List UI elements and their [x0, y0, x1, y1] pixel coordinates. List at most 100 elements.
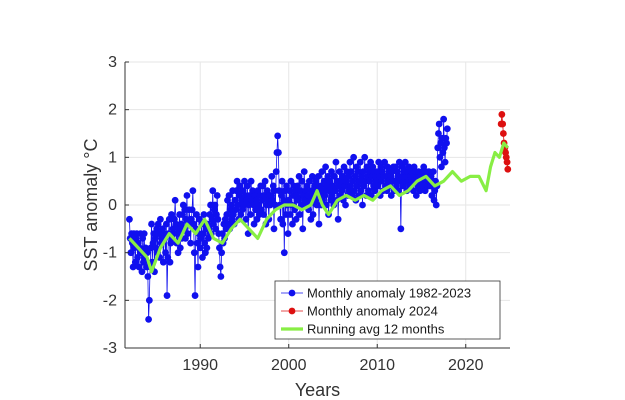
x-tick-label: 2020 — [448, 357, 484, 374]
data-point-monthly-1982-2023 — [432, 201, 440, 209]
data-point-monthly-1982-2023 — [216, 263, 224, 271]
x-tick-label: 1990 — [182, 357, 218, 374]
data-point-monthly-1982-2023 — [196, 244, 204, 252]
data-point-monthly-1982-2023 — [332, 158, 340, 166]
data-point-monthly-1982-2023 — [211, 201, 219, 209]
y-tick-label: -1 — [103, 245, 117, 262]
data-point-monthly-1982-2023 — [200, 211, 208, 218]
data-point-monthly-1982-2023 — [159, 258, 167, 266]
data-point-monthly-1982-2023 — [261, 177, 269, 185]
data-point-monthly-2024 — [503, 158, 511, 166]
data-point-monthly-1982-2023 — [299, 225, 307, 233]
data-point-monthly-1982-2023 — [134, 254, 141, 261]
data-point-monthly-1982-2023 — [163, 292, 171, 299]
data-point-monthly-1982-2023 — [286, 187, 293, 195]
y-tick-label: -2 — [103, 292, 117, 309]
legend-swatch-marker — [288, 289, 296, 297]
data-point-monthly-1982-2023 — [234, 201, 242, 209]
data-point-monthly-1982-2023 — [227, 201, 235, 209]
data-point-monthly-1982-2023 — [331, 187, 339, 195]
data-point-monthly-1982-2023 — [412, 192, 420, 199]
data-point-monthly-1982-2023 — [194, 263, 202, 271]
data-point-monthly-1982-2023 — [225, 192, 233, 199]
legend-swatch-marker — [288, 307, 296, 315]
data-point-monthly-1982-2023 — [176, 244, 184, 252]
data-point-monthly-1982-2023 — [144, 273, 152, 280]
data-point-monthly-1982-2023 — [126, 215, 133, 223]
y-tick-label: 0 — [108, 197, 117, 214]
data-point-monthly-1982-2023 — [346, 158, 354, 166]
data-point-monthly-1982-2023 — [275, 149, 282, 156]
data-point-monthly-1982-2023 — [166, 258, 174, 266]
data-point-monthly-1982-2023 — [171, 196, 179, 204]
data-point-monthly-1982-2023 — [223, 211, 231, 218]
data-point-monthly-1982-2023 — [374, 182, 382, 190]
legend-label: Monthly anomaly 2024 — [307, 304, 438, 319]
tick-labels: -3 -2 -1 0 1 2 3 1990 2000 2010 2020 — [103, 54, 484, 374]
y-tick-label: 2 — [108, 102, 117, 119]
data-point-monthly-1982-2023 — [354, 168, 362, 176]
x-axis-label: Years — [295, 380, 340, 400]
data-point-monthly-1982-2023 — [157, 215, 164, 223]
legend-box — [274, 280, 501, 340]
legend-label: Running avg 12 months — [307, 322, 445, 337]
data-point-monthly-1982-2023 — [260, 211, 268, 218]
data-point-monthly-1982-2023 — [270, 225, 278, 233]
data-point-monthly-1982-2023 — [435, 130, 442, 137]
x-tick-label: 2010 — [359, 357, 395, 374]
data-point-monthly-1982-2023 — [203, 244, 211, 252]
data-point-monthly-1982-2023 — [356, 158, 364, 166]
data-point-monthly-1982-2023 — [342, 201, 349, 209]
data-point-monthly-1982-2023 — [247, 177, 255, 185]
data-point-monthly-1982-2023 — [183, 192, 191, 199]
data-point-monthly-1982-2023 — [284, 230, 292, 238]
data-point-monthly-1982-2023 — [244, 182, 251, 190]
data-point-monthly-1982-2023 — [348, 168, 355, 176]
y-tick-label: -3 — [103, 340, 117, 357]
data-point-monthly-1982-2023 — [145, 296, 153, 304]
data-point-monthly-1982-2023 — [213, 192, 221, 199]
data-point-monthly-1982-2023 — [440, 115, 448, 123]
data-point-monthly-1982-2023 — [274, 132, 282, 140]
data-point-monthly-1982-2023 — [309, 211, 317, 218]
data-point-monthly-1982-2023 — [286, 211, 294, 218]
data-point-monthly-1982-2023 — [401, 158, 409, 166]
data-point-monthly-1982-2023 — [350, 153, 358, 161]
data-point-monthly-1982-2023 — [145, 316, 153, 323]
series-layer — [126, 111, 512, 323]
data-point-monthly-1982-2023 — [397, 225, 405, 233]
data-point-monthly-2024 — [498, 111, 506, 118]
data-point-monthly-1982-2023 — [280, 249, 288, 257]
data-point-monthly-1982-2023 — [321, 192, 329, 199]
data-point-monthly-1982-2023 — [289, 220, 296, 228]
data-point-monthly-1982-2023 — [151, 234, 159, 242]
data-point-monthly-1982-2023 — [359, 168, 367, 176]
legend-item-running-avg: Running avg 12 months — [281, 322, 445, 337]
data-point-monthly-1982-2023 — [242, 215, 250, 223]
data-point-monthly-1982-2023 — [184, 230, 192, 238]
data-point-monthly-1982-2023 — [209, 187, 217, 195]
data-point-monthly-1982-2023 — [318, 168, 326, 176]
data-point-monthly-1982-2023 — [443, 125, 451, 133]
axes — [124, 61, 510, 349]
data-point-monthly-1982-2023 — [308, 173, 316, 180]
data-point-monthly-1982-2023 — [272, 168, 280, 176]
data-point-monthly-1982-2023 — [429, 168, 437, 176]
data-point-monthly-1982-2023 — [339, 173, 346, 180]
x-tick-label: 2000 — [271, 357, 307, 374]
series-line-running-avg — [128, 141, 510, 274]
data-point-monthly-1982-2023 — [438, 163, 445, 171]
data-point-monthly-1982-2023 — [217, 273, 225, 280]
data-point-monthly-1982-2023 — [246, 211, 254, 218]
data-point-monthly-1982-2023 — [314, 173, 322, 180]
data-point-monthly-1982-2023 — [435, 120, 443, 128]
data-point-monthly-1982-2023 — [191, 292, 199, 299]
data-point-monthly-1982-2023 — [334, 215, 342, 223]
data-point-monthly-1982-2023 — [359, 201, 366, 209]
data-point-monthly-1982-2023 — [361, 153, 369, 161]
legend-item-monthly-2024: Monthly anomaly 2024 — [281, 304, 438, 319]
data-point-monthly-1982-2023 — [188, 206, 196, 214]
y-tick-label: 3 — [108, 54, 117, 71]
data-point-monthly-1982-2023 — [322, 163, 330, 171]
